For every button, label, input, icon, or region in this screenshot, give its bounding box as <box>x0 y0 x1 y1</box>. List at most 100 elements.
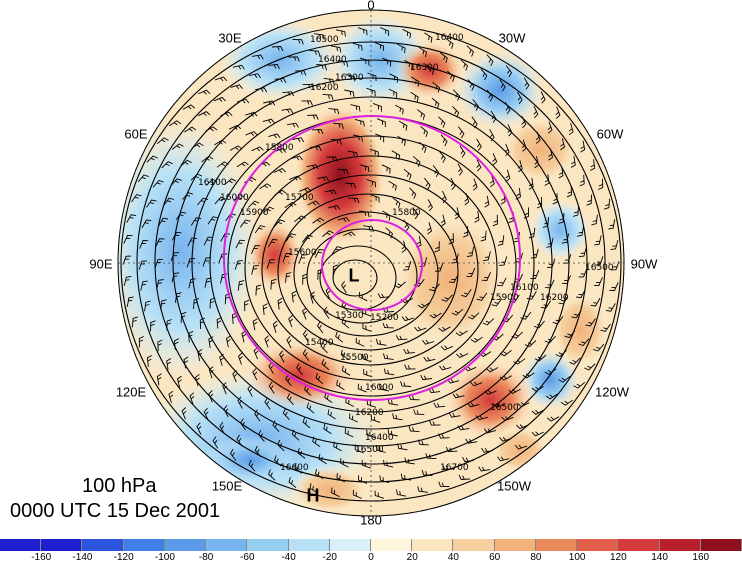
wind-barb <box>457 425 470 431</box>
wind-barb <box>569 357 581 365</box>
wind-barb <box>208 390 214 403</box>
colorbar-segment <box>247 539 289 551</box>
wind-barb <box>552 193 558 205</box>
wind-barb <box>166 319 172 331</box>
contour-label: 16500 <box>490 403 519 413</box>
wind-barb <box>171 231 182 241</box>
wind-barb <box>344 89 355 97</box>
wind-barb <box>254 409 261 422</box>
colorbar-segment <box>329 539 371 551</box>
wind-barb <box>168 390 174 404</box>
wind-barb <box>366 399 377 408</box>
wind-barb <box>322 230 334 237</box>
wind-barb <box>507 124 513 137</box>
wind-barb <box>237 280 245 291</box>
wind-barb <box>302 83 314 90</box>
wind-barb <box>545 279 555 289</box>
wind-barb <box>237 352 243 365</box>
wind-barb <box>367 72 377 82</box>
wind-barb <box>403 260 412 271</box>
colorbar <box>0 539 742 551</box>
wind-barb <box>531 431 544 437</box>
wind-barb <box>273 219 286 227</box>
contour-labels: 16500 16400 16300 16200 16100 16000 1590… <box>198 33 614 473</box>
wind-barb <box>383 353 394 360</box>
wind-barb <box>463 226 469 238</box>
wind-barb <box>138 260 147 270</box>
wind-barb <box>317 176 330 182</box>
wind-barb <box>252 368 258 381</box>
wind-barb <box>228 124 242 130</box>
lon-label-180: 180 <box>360 512 382 528</box>
wind-barb <box>379 384 390 392</box>
wind-barb <box>292 39 304 45</box>
wind-barb <box>484 390 497 395</box>
wind-barb <box>530 248 539 259</box>
wind-barb <box>471 116 478 129</box>
wind-barb <box>332 264 339 276</box>
wind-barb <box>422 339 435 345</box>
wind-barb <box>459 145 466 158</box>
wind-barb <box>314 249 325 258</box>
wind-barb <box>499 79 506 92</box>
wind-barb <box>382 210 391 221</box>
wind-barb <box>439 151 446 163</box>
wind-barb <box>323 306 330 319</box>
wind-barb <box>311 129 324 135</box>
wind-barb <box>176 375 182 388</box>
wind-barb <box>330 139 342 145</box>
wind-barb <box>455 352 469 358</box>
wind-barb <box>302 234 313 243</box>
wind-barb <box>389 73 399 83</box>
wind-barb <box>212 436 219 449</box>
wind-barb <box>523 207 529 219</box>
wind-barb <box>465 438 478 444</box>
colorbar-segment <box>370 539 413 551</box>
wind-barb <box>603 198 611 210</box>
colorbar-tick-label: -60 <box>240 552 255 563</box>
wind-barb <box>324 392 333 403</box>
wind-barb <box>397 443 408 451</box>
colorbar-tick-label: 80 <box>530 552 542 563</box>
wind-barb <box>438 481 450 487</box>
wind-barb <box>420 126 429 138</box>
wind-barb <box>287 122 299 128</box>
wind-barb <box>198 89 211 95</box>
contour-label: 15500 <box>340 353 369 363</box>
contour-label: 15800 <box>392 208 421 218</box>
wind-barb <box>282 408 290 421</box>
wind-barb <box>400 473 412 481</box>
high-pressure-center: H <box>306 485 320 506</box>
wind-barb <box>536 196 543 209</box>
contour-label: 16600 <box>280 463 309 473</box>
colorbar-segment <box>453 539 495 551</box>
wind-barb <box>187 237 197 247</box>
wind-barb <box>591 214 598 226</box>
wind-barb <box>572 205 579 217</box>
wind-barb <box>478 466 491 472</box>
wind-barb <box>508 388 521 394</box>
colorbar-segment <box>535 539 578 551</box>
colorbar-segment <box>577 539 619 551</box>
wind-barb <box>194 373 200 387</box>
wind-barb <box>499 350 512 357</box>
wind-barb <box>540 91 546 104</box>
wind-barb <box>321 359 330 371</box>
wind-barb <box>522 372 535 379</box>
wind-barb <box>198 111 211 117</box>
contour-label: 15700 <box>285 193 314 203</box>
wind-barb <box>448 412 461 418</box>
wind-barb <box>288 315 294 328</box>
wind-barb <box>381 164 391 174</box>
contour-label: 15400 <box>305 338 334 348</box>
wind-barb <box>184 126 197 133</box>
wind-barb <box>515 187 521 200</box>
wind-barb <box>122 255 132 265</box>
wind-barb <box>370 414 381 423</box>
wind-barb <box>232 369 238 383</box>
contour-label: 15900 <box>240 208 269 218</box>
wind-barb <box>138 336 145 348</box>
wind-barb <box>409 187 417 199</box>
wind-barb <box>251 264 259 275</box>
wind-barb <box>447 70 455 82</box>
